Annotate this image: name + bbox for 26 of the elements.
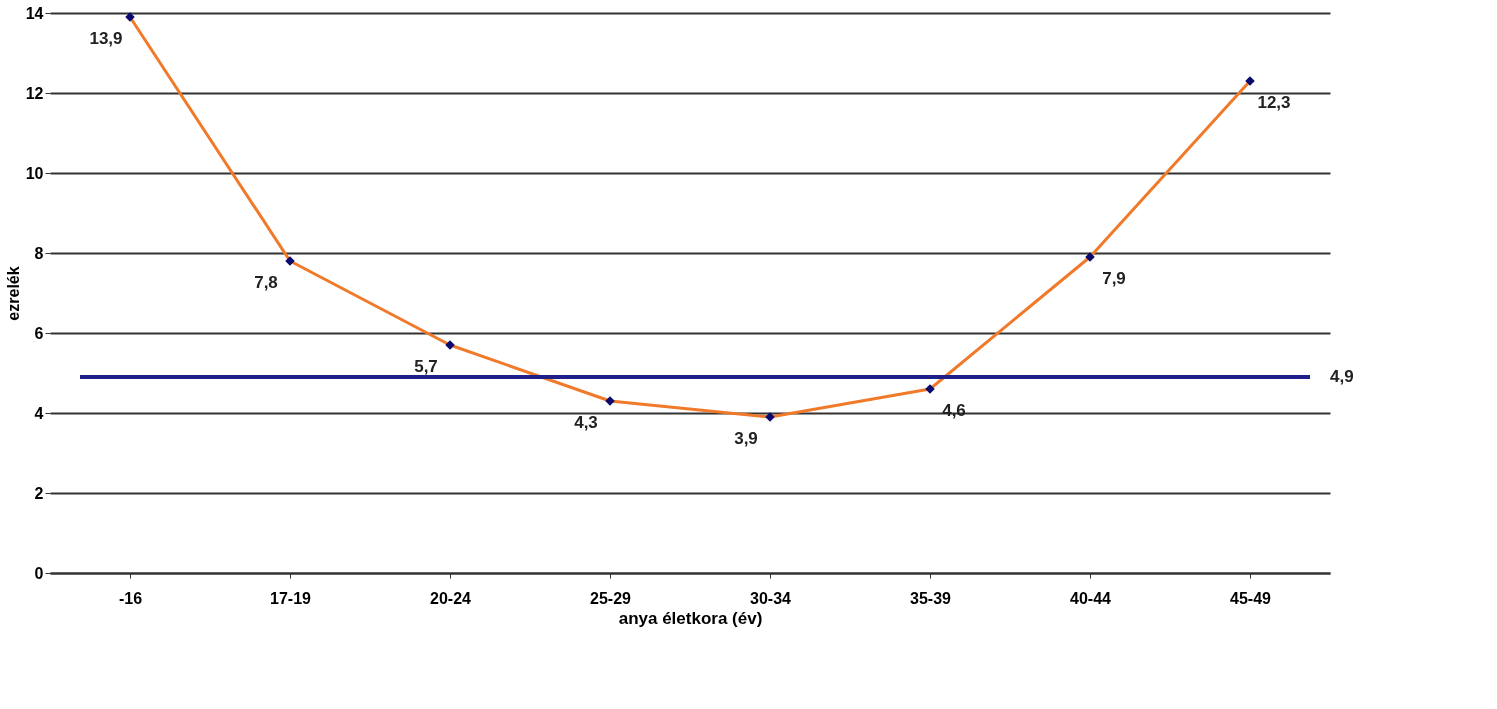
data-label: 13,9: [89, 29, 123, 48]
x-tick-label: 17-19: [270, 589, 312, 607]
x-axis-title: anya életkora (év): [618, 608, 763, 628]
y-tick-label: 6: [34, 324, 44, 342]
data-label: 5,7: [414, 357, 438, 376]
y-tick-label: 0: [34, 564, 44, 582]
y-tick-label: 4: [34, 404, 44, 422]
y-tick-label: 14: [25, 4, 44, 22]
x-tick-label: 40-44: [1070, 589, 1112, 607]
data-label: 7,8: [254, 273, 278, 292]
x-tick-label: 25-29: [590, 589, 632, 607]
y-axis-title: ezrelék: [4, 266, 22, 321]
x-tick-label: 20-24: [430, 589, 472, 607]
y-tick-label: 12: [25, 84, 44, 102]
x-tick-label: 30-34: [750, 589, 792, 607]
data-label: 3,9: [734, 429, 758, 448]
x-tick-label: -16: [118, 589, 143, 607]
data-label: 12,3: [1257, 93, 1291, 112]
data-label: 7,9: [1102, 269, 1126, 288]
x-tick-label: 35-39: [910, 589, 952, 607]
data-label: 4,3: [574, 413, 598, 432]
x-tick-label: 45-49: [1230, 589, 1272, 607]
y-tick-label: 8: [34, 244, 44, 262]
y-tick-label: 2: [34, 484, 44, 502]
ref-line-label: 4,9: [1330, 367, 1354, 386]
y-tick-label: 10: [25, 164, 44, 182]
